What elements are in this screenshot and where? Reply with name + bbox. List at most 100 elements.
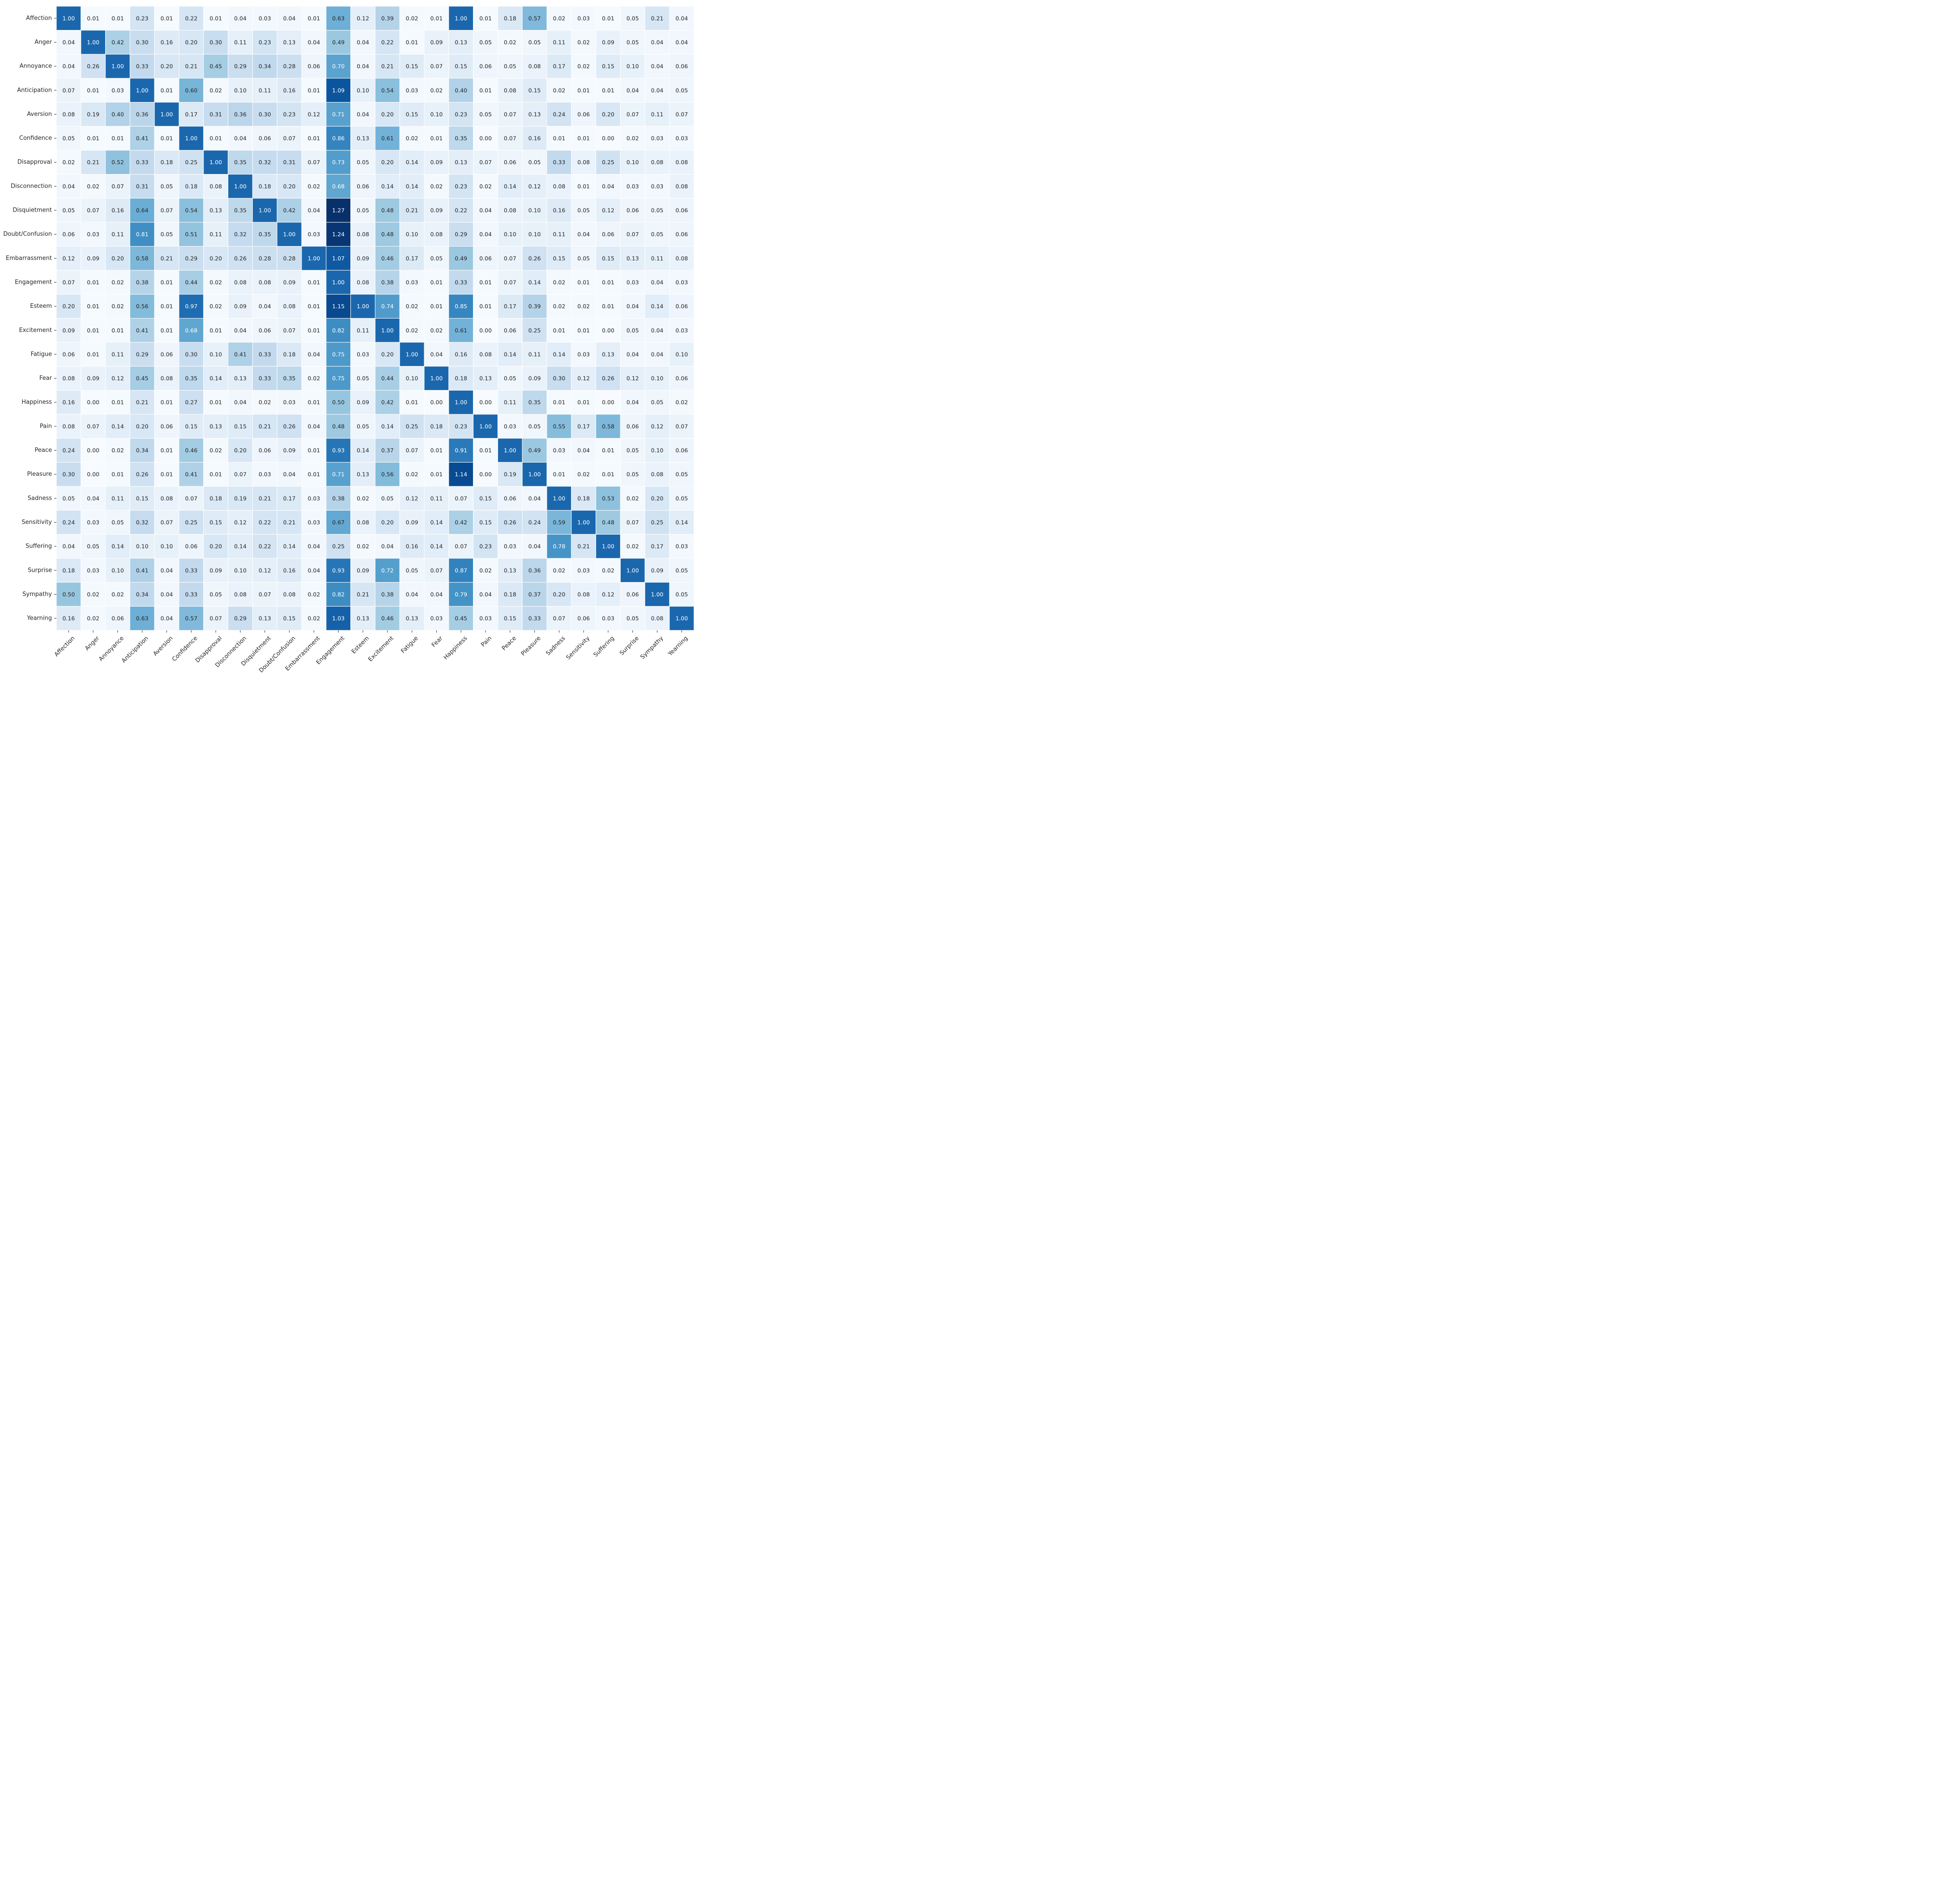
- cell-value-label: 1.00: [651, 591, 664, 598]
- y-tick-label-suffering: Suffering: [26, 543, 52, 550]
- cell-value-label: 1.00: [553, 495, 565, 502]
- heatmap-cell: [399, 510, 425, 535]
- heatmap-cell: [424, 222, 449, 247]
- cell-value-label: 0.08: [234, 591, 247, 598]
- cell-value-label: 0.02: [209, 303, 222, 310]
- cell-value-label: 0.18: [455, 375, 467, 382]
- cell-value-label: 0.05: [651, 231, 664, 238]
- cell-value-label: 0.25: [185, 519, 197, 526]
- cell-value-label: 0.01: [406, 399, 418, 406]
- cell-value-label: 0.03: [602, 615, 614, 622]
- cell-value-label: 0.38: [136, 279, 149, 285]
- heatmap-cell: [644, 342, 670, 367]
- heatmap-cell: [129, 582, 155, 607]
- heatmap-cell: [154, 606, 179, 631]
- cell-value-label: 0.33: [528, 615, 541, 622]
- cell-value-label: 1.14: [455, 471, 467, 478]
- cell-value-label: 0.10: [626, 159, 639, 166]
- cell-value-label: 0.07: [307, 159, 320, 166]
- cell-value-label: 0.10: [161, 543, 173, 550]
- cell-value-label: 0.44: [185, 279, 197, 285]
- cell-value-label: 0.21: [651, 15, 664, 21]
- cell-value-label: 0.42: [111, 39, 124, 46]
- cell-value-label: 0.06: [577, 615, 590, 622]
- heatmap-cell: [399, 534, 425, 559]
- cell-value-label: 0.23: [455, 423, 467, 430]
- cell-value-label: 0.13: [234, 375, 247, 382]
- cell-value-label: 0.58: [136, 255, 149, 262]
- heatmap-cell: [473, 486, 498, 511]
- heatmap-cell: [448, 150, 474, 175]
- cell-value-label: 0.07: [626, 231, 639, 238]
- heatmap-cell: [571, 6, 597, 31]
- cell-value-label: 0.07: [161, 519, 173, 526]
- cell-value-label: 0.03: [675, 327, 688, 334]
- cell-value-label: 0.05: [651, 207, 664, 214]
- cell-value-label: 0.02: [553, 303, 565, 310]
- cell-value-label: 0.12: [577, 375, 590, 382]
- cell-value-label: 0.10: [136, 543, 149, 550]
- heatmap-cell: [105, 558, 130, 583]
- heatmap-cell: [620, 246, 645, 271]
- heatmap-cell: [56, 606, 81, 631]
- cell-value-label: 0.08: [62, 111, 75, 118]
- cell-value-label: 0.09: [234, 303, 247, 310]
- y-tick-label-annoyance: Annoyance: [20, 63, 52, 70]
- heatmap-cell: [424, 438, 449, 463]
- heatmap-cell: [56, 102, 81, 127]
- cell-value-label: 0.54: [185, 207, 197, 214]
- cell-value-label: 0.30: [62, 471, 75, 478]
- cell-value-label: 0.04: [283, 471, 296, 478]
- cell-value-label: 0.01: [161, 135, 173, 142]
- cell-value-label: 0.06: [675, 63, 688, 70]
- cell-value-label: 0.01: [307, 279, 320, 285]
- heatmap-cell: [522, 78, 547, 103]
- heatmap-cell: [497, 150, 523, 175]
- cell-value-label: 0.20: [209, 255, 222, 262]
- heatmap-cell: [473, 54, 498, 79]
- cell-value-label: 0.03: [283, 399, 296, 406]
- y-tick-label-fatigue: Fatigue: [31, 351, 52, 357]
- heatmap-cell: [571, 390, 597, 415]
- heatmap-cell: [424, 486, 449, 511]
- cell-value-label: 0.01: [161, 399, 173, 406]
- heatmap-cell: [375, 54, 400, 79]
- heatmap-cell: [669, 30, 695, 55]
- cell-value-label: 0.64: [136, 207, 149, 214]
- heatmap-cell: [571, 102, 597, 127]
- cell-value-label: 0.01: [161, 15, 173, 21]
- cell-value-label: 0.40: [111, 111, 124, 118]
- cell-value-label: 0.06: [504, 327, 516, 334]
- cell-value-label: 0.20: [381, 111, 394, 118]
- cell-value-label: 0.06: [675, 447, 688, 454]
- cell-value-label: 0.08: [234, 279, 247, 285]
- cell-value-label: 0.48: [602, 519, 614, 526]
- cell-value-label: 1.00: [602, 543, 614, 550]
- heatmap-cell: [620, 222, 645, 247]
- heatmap-cell: [522, 438, 547, 463]
- cell-value-label: 0.87: [455, 567, 467, 574]
- cell-value-label: 0.11: [234, 39, 247, 46]
- heatmap-cell: [179, 222, 204, 247]
- cell-value-label: 0.05: [357, 159, 369, 166]
- cell-value-label: 0.01: [87, 327, 99, 334]
- cell-value-label: 0.33: [553, 159, 565, 166]
- cell-value-label: 0.21: [577, 543, 590, 550]
- cell-value-label: 0.03: [87, 519, 99, 526]
- cell-value-label: 1.00: [283, 231, 296, 238]
- heatmap-cell: [644, 126, 670, 151]
- heatmap-cell: [424, 582, 449, 607]
- heatmap-cell: [154, 438, 179, 463]
- heatmap-cell: [596, 6, 621, 31]
- heatmap-cell: [424, 54, 449, 79]
- heatmap-cell: [179, 150, 204, 175]
- heatmap-cell: [301, 222, 327, 247]
- cell-value-label: 0.02: [406, 327, 418, 334]
- cell-value-label: 0.03: [651, 135, 664, 142]
- cell-value-label: 0.01: [430, 15, 443, 21]
- heatmap-cell: [326, 414, 351, 439]
- heatmap-cell: [669, 414, 695, 439]
- cell-value-label: 0.04: [577, 231, 590, 238]
- heatmap-cell: [179, 174, 204, 199]
